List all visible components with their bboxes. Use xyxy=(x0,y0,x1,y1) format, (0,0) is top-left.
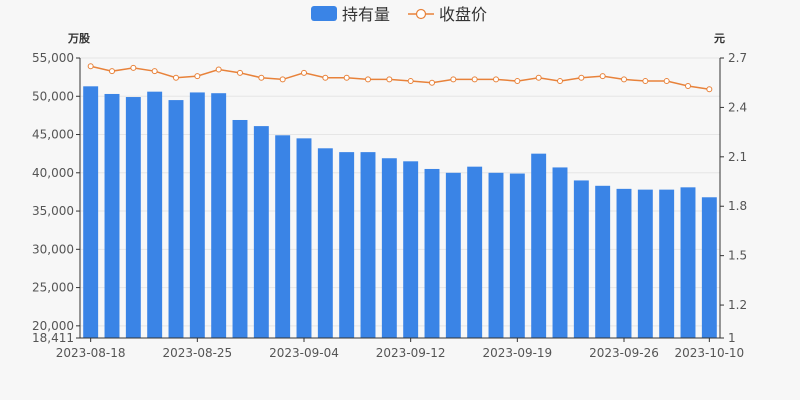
left-tick-label: 30,000 xyxy=(32,242,74,256)
price-point xyxy=(173,74,179,81)
holding-bar xyxy=(467,166,483,338)
price-point xyxy=(194,73,201,80)
price-point xyxy=(130,64,137,71)
legend-line-marker xyxy=(415,8,427,20)
price-point xyxy=(471,76,478,83)
holding-bar xyxy=(403,161,419,338)
right-tick-label: 2.4 xyxy=(728,100,747,114)
legend-bar-swatch xyxy=(311,6,337,21)
holding-bar xyxy=(253,126,269,338)
holding-bar xyxy=(360,152,376,338)
holding-bar xyxy=(168,100,184,339)
left-tick-label: 18,411 xyxy=(32,331,74,345)
legend-line-label: 收盘价 xyxy=(439,5,487,24)
holding-bar xyxy=(680,187,696,338)
price-point xyxy=(685,83,691,89)
x-tick-label: 2023-10-10 xyxy=(674,346,744,360)
price-point xyxy=(258,74,265,81)
holding-bar xyxy=(189,92,205,338)
holding-bar xyxy=(381,158,397,338)
holding-bar xyxy=(573,180,589,338)
price-point xyxy=(557,78,563,85)
holding-bar xyxy=(339,152,355,338)
holding-bar xyxy=(701,197,717,338)
right-tick-label: 1.8 xyxy=(728,199,747,213)
holding-bar xyxy=(509,173,525,338)
price-point xyxy=(237,69,243,76)
right-tick-label: 1.2 xyxy=(728,298,747,312)
gridlines xyxy=(80,57,720,327)
holding-bar xyxy=(659,189,675,338)
left-tick-label: 55,000 xyxy=(32,51,74,65)
price-point xyxy=(642,78,649,85)
x-tick-label: 2023-09-19 xyxy=(482,346,552,360)
price-point xyxy=(151,68,158,75)
x-tick-label: 2023-09-12 xyxy=(376,346,446,360)
price-point xyxy=(215,66,222,73)
holding-bar xyxy=(552,167,568,338)
price-point xyxy=(621,76,627,83)
right-axis-unit: 元 xyxy=(714,32,725,45)
price-point xyxy=(450,76,457,83)
holding-bar xyxy=(232,119,248,338)
right-tick-label: 1.5 xyxy=(728,249,747,263)
price-point xyxy=(429,79,435,86)
right-tick-label: 1 xyxy=(728,331,736,345)
right-tick-label: 2.7 xyxy=(728,51,747,65)
price-point xyxy=(365,76,371,83)
legend: 持有量 收盘价 xyxy=(311,5,487,24)
legend-bar-label: 持有量 xyxy=(342,5,390,24)
price-point xyxy=(386,76,393,83)
holding-bar xyxy=(104,93,120,338)
price-point xyxy=(87,63,94,70)
price-point xyxy=(599,73,606,80)
holding-bar xyxy=(275,135,291,338)
price-point xyxy=(493,76,499,83)
holding-bar xyxy=(296,138,312,338)
left-axis-unit: 万股 xyxy=(67,32,91,45)
price-point xyxy=(407,78,414,85)
holding-bars xyxy=(83,86,717,339)
price-line xyxy=(87,63,713,93)
price-point xyxy=(514,78,521,85)
holding-bar xyxy=(125,97,141,338)
holding-bar xyxy=(616,188,632,338)
x-tick-label: 2023-09-04 xyxy=(269,346,339,360)
left-tick-label: 35,000 xyxy=(32,204,74,218)
x-tick-label: 2023-08-25 xyxy=(162,346,232,360)
price-point xyxy=(301,69,307,76)
left-tick-label: 45,000 xyxy=(32,128,74,142)
price-point xyxy=(343,74,350,81)
right-tick-label: 2.1 xyxy=(728,150,747,164)
price-line-path xyxy=(90,65,710,91)
left-tick-label: 50,000 xyxy=(32,89,74,103)
left-tick-label: 40,000 xyxy=(32,166,74,180)
x-tick-label: 2023-09-26 xyxy=(589,346,659,360)
price-point xyxy=(578,74,585,81)
holding-bar xyxy=(595,185,611,338)
holding-bar xyxy=(488,172,504,338)
price-point xyxy=(706,86,713,93)
holding-bar xyxy=(211,93,227,338)
holding-bar xyxy=(317,148,333,338)
holding-bar xyxy=(637,189,653,338)
price-point xyxy=(109,68,115,75)
holding-bar xyxy=(531,153,547,338)
x-tick-label: 2023-08-18 xyxy=(56,346,126,360)
price-point xyxy=(279,76,286,83)
holding-bar xyxy=(83,86,99,339)
price-point xyxy=(535,74,542,81)
holding-bar xyxy=(424,168,440,338)
price-point xyxy=(322,74,329,81)
left-tick-label: 20,000 xyxy=(32,319,74,333)
holding-bar xyxy=(445,172,461,338)
price-point xyxy=(663,78,670,85)
holding-bar xyxy=(147,91,163,338)
left-tick-label: 25,000 xyxy=(32,281,74,295)
